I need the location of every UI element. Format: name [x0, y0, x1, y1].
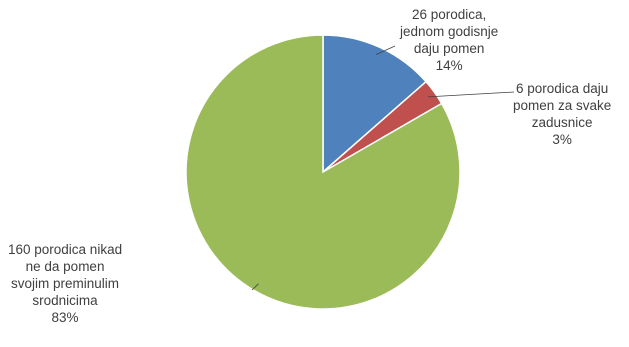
leader-line-1: [427, 91, 515, 98]
slice-label-yearly: 26 porodica, jednom godisnje daju pomen …: [400, 6, 498, 74]
slice-label-line: daju pomen: [413, 41, 485, 56]
slice-label-line: ne da pomen: [25, 259, 105, 274]
slice-percent: 83%: [51, 310, 79, 325]
leader-line-2: [251, 283, 259, 291]
slice-label-line: 160 porodica nikad: [8, 242, 123, 257]
slice-label-never: 160 porodica nikad ne da pomen svojim pr…: [8, 241, 122, 326]
slice-percent: 14%: [435, 58, 463, 73]
slice-label-line: zadusnice: [531, 115, 593, 130]
leader-line-0: [376, 45, 396, 55]
pie-slice-2: [185, 34, 461, 310]
slice-percent: 3%: [552, 132, 572, 147]
slice-label-line: 6 porodica daju: [515, 81, 609, 96]
pie-slice-0: [322, 34, 428, 174]
slice-label-zadusnice: 6 porodica daju pomen za svake zadusnice…: [513, 80, 611, 148]
slice-label-line: 26 porodica,: [412, 7, 487, 22]
slice-label-line: pomen za svake: [513, 98, 612, 113]
slice-label-line: svojim preminulim: [11, 276, 120, 291]
slice-label-line: jednom godisnje: [400, 24, 499, 39]
slice-label-line: srodnicima: [32, 293, 98, 308]
